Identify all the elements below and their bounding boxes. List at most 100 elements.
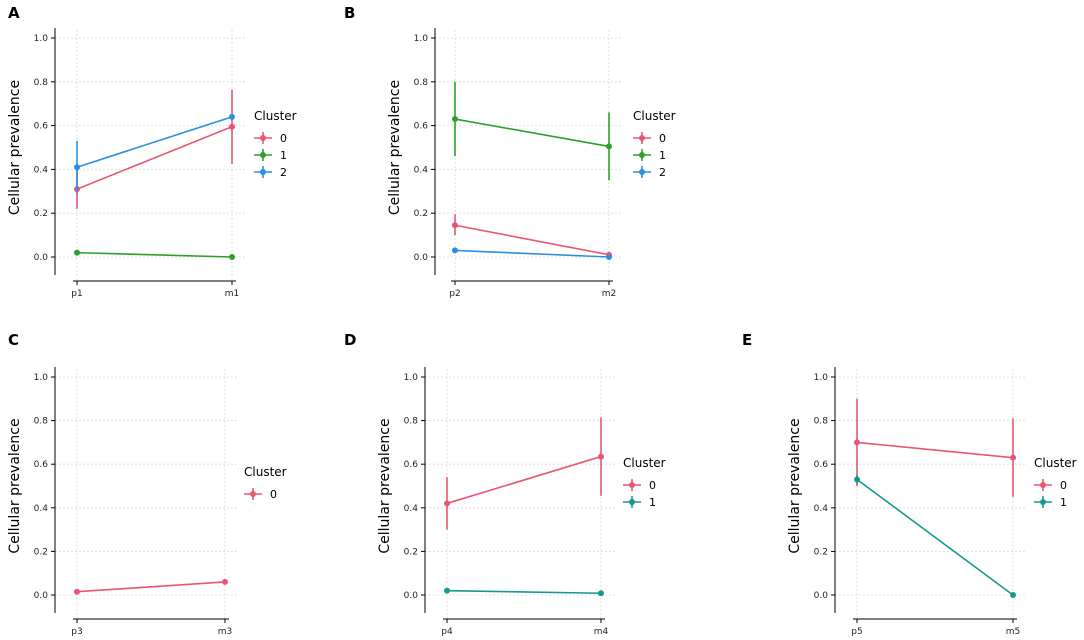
y-tick-label: 0.6 [34,460,49,470]
y-tick-label: 1.0 [34,373,49,383]
y-tick-label: 0.8 [34,78,49,88]
series-line [446,589,602,595]
y-tick-label: 0.0 [34,591,49,601]
legend-label: 1 [659,149,666,162]
y-tick-label: 1.0 [414,34,429,44]
legend-key-point [260,169,266,175]
series-line [454,118,610,148]
x-tick-label: m1 [225,289,240,299]
y-tick-label: 0.6 [404,460,419,470]
series-cluster-0 [74,578,228,595]
series-line [76,581,226,593]
y-tick-label: 0.8 [414,78,429,88]
panel-label: C [8,331,19,349]
series-cluster-0 [74,89,235,209]
series-line [76,116,233,168]
y-tick-label: 0.2 [814,547,828,557]
series-line [856,441,1014,459]
y-tick-label: 0.4 [414,165,429,175]
y-axis-label: Cellular prevalence [7,418,23,553]
data-point [452,116,458,123]
series-line [446,455,602,505]
panel-b: B 0.0 0.2 0.4 0.6 0.8 1.0 p2 m2 Cellular prevalen… [344,4,676,299]
x-tick-label: m5 [1006,627,1021,637]
legend: Cluster 0 1 2 [633,109,676,179]
legend-key-point [629,482,635,488]
series-line [76,251,233,258]
legend-label: 1 [280,149,287,162]
data-point [229,113,235,120]
data-point [229,254,235,260]
x-tick-label: m2 [602,289,617,299]
y-tick-label: 0.2 [34,547,48,557]
legend: Cluster 0 1 [1034,456,1077,509]
y-tick-label: 0.8 [404,417,419,427]
x-tick-label: p2 [449,289,460,299]
y-tick-label: 0.4 [34,504,49,514]
y-tick-label: 0.4 [404,504,419,514]
legend-title: Cluster [1034,456,1077,470]
data-point [229,123,235,130]
y-tick-label: 0.0 [404,591,419,601]
legend-key-point [639,169,645,175]
legend-label: 1 [1060,496,1067,509]
data-point [854,439,860,446]
legend: Cluster 0 1 [623,456,666,509]
legend-key-point [639,152,645,158]
y-tick-label: 0.2 [404,547,418,557]
y-tick-label: 0.4 [814,504,829,514]
data-point [444,587,450,594]
x-tick-label: m3 [218,627,233,637]
data-point [854,476,860,483]
x-tick-label: p5 [851,627,862,637]
legend-label: 1 [649,496,656,509]
series-line [76,125,233,190]
series-cluster-1 [444,587,604,597]
x-tick-label: p1 [71,289,82,299]
panel-c: C 0.0 0.2 0.4 0.6 0.8 1.0 p3 m3 Cellular prevalen… [7,331,287,637]
series-cluster-2 [74,113,235,194]
series-cluster-1 [74,249,235,260]
legend-label: 0 [649,479,656,492]
data-point [74,249,80,256]
panel-label: A [8,4,20,22]
panel-d: D 0.0 0.2 0.4 0.6 0.8 1.0 p4 m4 Cellular prevalen… [344,331,666,637]
series-cluster-0 [854,398,1016,497]
legend-title: Cluster [244,465,287,479]
y-axis-label: Cellular prevalence [7,80,23,215]
panel-label: D [344,331,356,349]
legend-label: 0 [280,132,287,145]
y-tick-label: 0.6 [414,122,429,132]
panel-label: B [344,4,355,22]
legend-label: 0 [1060,479,1067,492]
legend: Cluster 0 1 2 [254,109,297,179]
data-point [606,254,612,260]
x-tick-label: m4 [594,627,609,637]
series-line [454,224,610,256]
data-point [598,453,604,460]
panel-a: A 0.0 0.2 0.4 0.6 0.8 1.0 p1 m1 Cellular prevalen… [7,4,297,299]
y-tick-label: 0.2 [414,209,428,219]
legend-key-point [1040,482,1046,488]
series-cluster-0 [444,417,604,530]
data-point [606,143,612,150]
series-cluster-1 [854,475,1016,598]
data-point [74,588,80,595]
legend-label: 2 [659,166,666,179]
y-axis-label: Cellular prevalence [387,80,403,215]
data-point [444,500,450,507]
legend: Cluster 0 [244,465,287,501]
series-line [454,249,610,258]
y-tick-label: 0.6 [814,460,829,470]
y-tick-label: 1.0 [404,373,419,383]
y-tick-label: 0.8 [814,417,829,427]
series-cluster-0 [452,214,612,258]
series-cluster-1 [452,81,612,181]
data-point [1010,592,1016,598]
legend-title: Cluster [623,456,666,470]
data-point [1010,454,1016,461]
panel-e: E 0.0 0.2 0.4 0.6 0.8 1.0 p5 m5 Cellular prevalen… [742,331,1077,637]
data-point [452,222,458,229]
legend-key-point [639,135,645,141]
